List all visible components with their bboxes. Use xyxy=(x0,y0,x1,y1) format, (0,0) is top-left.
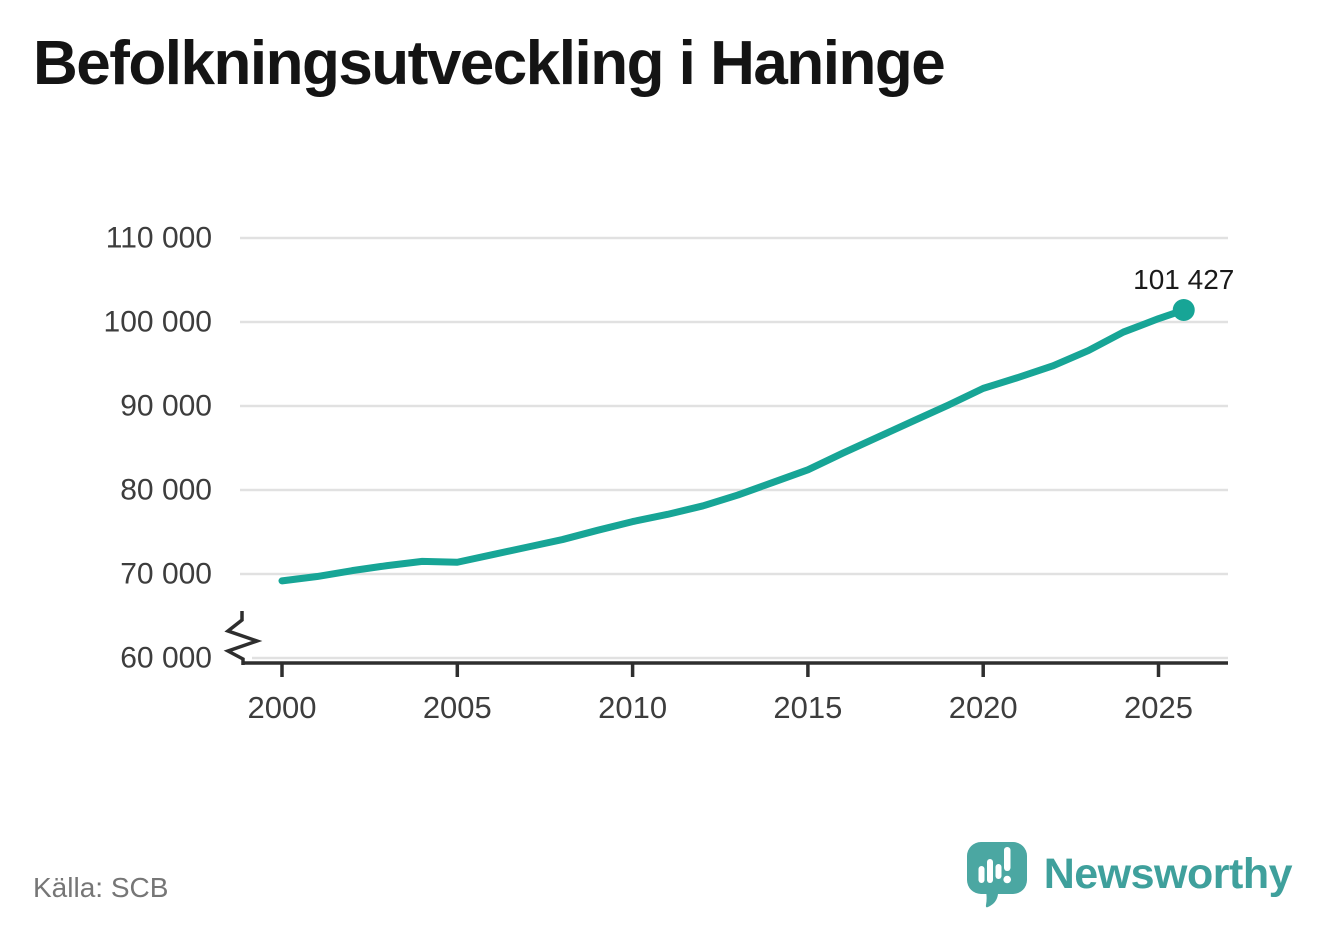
y-tick-label: 110 000 xyxy=(106,222,212,255)
x-tick-label: 2010 xyxy=(598,690,667,725)
y-tick-label: 60 000 xyxy=(120,642,212,675)
x-tick-label: 2005 xyxy=(423,690,492,725)
y-tick-label: 70 000 xyxy=(120,558,212,591)
y-axis-break-icon xyxy=(223,611,263,665)
x-tick-label: 2015 xyxy=(773,690,842,725)
newsworthy-logo: Newsworthy xyxy=(965,840,1293,908)
population-line xyxy=(278,306,1188,585)
source-note: Källa: SCB xyxy=(33,872,169,903)
newsworthy-wordmark: Newsworthy xyxy=(1043,849,1293,898)
y-tick-label: 100 000 xyxy=(104,306,212,339)
x-tick-label: 2020 xyxy=(949,690,1018,725)
y-tick-label: 90 000 xyxy=(120,390,212,423)
latest-value-dot xyxy=(1172,299,1195,322)
newsworthy-logo-icon xyxy=(966,842,1027,908)
y-tick-label: 80 000 xyxy=(120,474,212,507)
x-tick-label: 2025 xyxy=(1124,690,1193,725)
chart-title: Befolkningsutveckling i Haninge xyxy=(33,29,946,98)
x-tick-label: 2000 xyxy=(248,690,317,725)
latest-value-label: 101 427 xyxy=(1133,264,1234,295)
